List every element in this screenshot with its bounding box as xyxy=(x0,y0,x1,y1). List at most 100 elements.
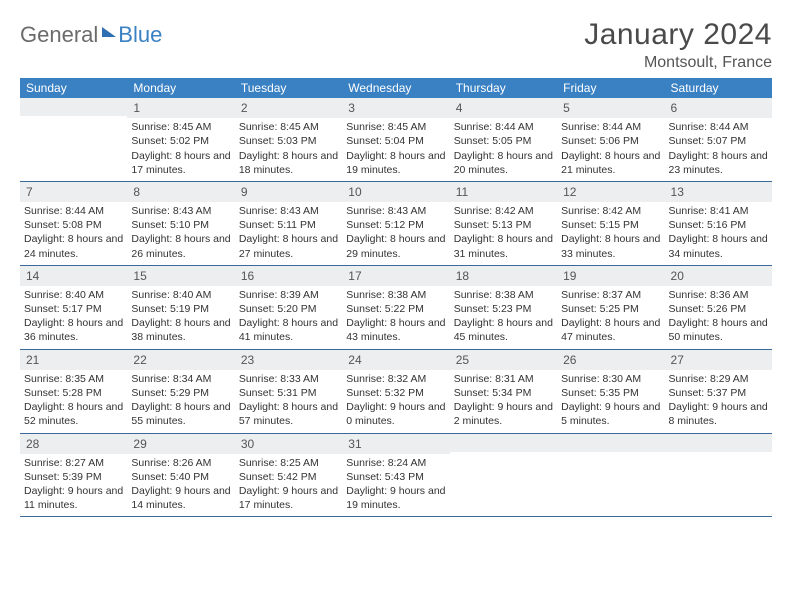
day-detail-line: Daylight: 9 hours and 19 minutes. xyxy=(346,484,445,512)
day-detail-line: Sunrise: 8:26 AM xyxy=(131,456,230,470)
day-detail-line: Sunset: 5:39 PM xyxy=(24,470,123,484)
day-detail-line: Sunset: 5:16 PM xyxy=(669,218,768,232)
location: Montsoult, France xyxy=(584,54,772,72)
day-detail-line: Sunrise: 8:39 AM xyxy=(239,288,338,302)
day-number: 22 xyxy=(127,350,234,370)
day-cell: 20Sunrise: 8:36 AMSunset: 5:26 PMDayligh… xyxy=(665,266,772,349)
day-number: 21 xyxy=(20,350,127,370)
day-detail-line: Sunset: 5:13 PM xyxy=(454,218,553,232)
day-detail-line: Sunset: 5:43 PM xyxy=(346,470,445,484)
day-detail-line: Sunrise: 8:37 AM xyxy=(561,288,660,302)
dow-cell: Friday xyxy=(557,78,664,98)
day-detail-line: Sunrise: 8:35 AM xyxy=(24,372,123,386)
day-detail-line: Sunrise: 8:38 AM xyxy=(454,288,553,302)
day-detail-line: Daylight: 8 hours and 33 minutes. xyxy=(561,232,660,260)
day-number: 23 xyxy=(235,350,342,370)
day-detail-line: Sunset: 5:32 PM xyxy=(346,386,445,400)
day-number: 2 xyxy=(235,98,342,118)
day-cell: 4Sunrise: 8:44 AMSunset: 5:05 PMDaylight… xyxy=(450,98,557,181)
day-detail-line: Sunset: 5:25 PM xyxy=(561,302,660,316)
logo-text-general: General xyxy=(20,22,98,48)
day-cell: 26Sunrise: 8:30 AMSunset: 5:35 PMDayligh… xyxy=(557,350,664,433)
day-detail-line: Sunset: 5:20 PM xyxy=(239,302,338,316)
day-detail-line: Sunset: 5:29 PM xyxy=(131,386,230,400)
day-detail-line: Sunset: 5:40 PM xyxy=(131,470,230,484)
day-detail-line: Sunrise: 8:40 AM xyxy=(24,288,123,302)
day-number: 4 xyxy=(450,98,557,118)
day-cell: 21Sunrise: 8:35 AMSunset: 5:28 PMDayligh… xyxy=(20,350,127,433)
day-cell: 30Sunrise: 8:25 AMSunset: 5:42 PMDayligh… xyxy=(235,434,342,517)
day-detail-line: Daylight: 8 hours and 23 minutes. xyxy=(669,149,768,177)
day-detail-line: Daylight: 8 hours and 47 minutes. xyxy=(561,316,660,344)
dow-row: SundayMondayTuesdayWednesdayThursdayFrid… xyxy=(20,78,772,98)
week-row: 14Sunrise: 8:40 AMSunset: 5:17 PMDayligh… xyxy=(20,266,772,350)
day-cell xyxy=(20,98,127,181)
day-number xyxy=(557,434,664,452)
day-detail-line: Sunset: 5:15 PM xyxy=(561,218,660,232)
day-cell: 6Sunrise: 8:44 AMSunset: 5:07 PMDaylight… xyxy=(665,98,772,181)
day-number: 5 xyxy=(557,98,664,118)
dow-cell: Monday xyxy=(127,78,234,98)
day-cell: 14Sunrise: 8:40 AMSunset: 5:17 PMDayligh… xyxy=(20,266,127,349)
day-detail-line: Sunset: 5:04 PM xyxy=(346,134,445,148)
day-detail-line: Sunset: 5:12 PM xyxy=(346,218,445,232)
day-cell: 27Sunrise: 8:29 AMSunset: 5:37 PMDayligh… xyxy=(665,350,772,433)
day-cell: 9Sunrise: 8:43 AMSunset: 5:11 PMDaylight… xyxy=(235,182,342,265)
day-cell: 5Sunrise: 8:44 AMSunset: 5:06 PMDaylight… xyxy=(557,98,664,181)
week-row: 7Sunrise: 8:44 AMSunset: 5:08 PMDaylight… xyxy=(20,182,772,266)
dow-cell: Wednesday xyxy=(342,78,449,98)
day-number: 17 xyxy=(342,266,449,286)
day-detail-line: Sunset: 5:34 PM xyxy=(454,386,553,400)
day-number: 6 xyxy=(665,98,772,118)
day-number xyxy=(20,98,127,116)
day-cell: 15Sunrise: 8:40 AMSunset: 5:19 PMDayligh… xyxy=(127,266,234,349)
day-number: 3 xyxy=(342,98,449,118)
day-detail-line: Sunrise: 8:30 AM xyxy=(561,372,660,386)
day-cell: 25Sunrise: 8:31 AMSunset: 5:34 PMDayligh… xyxy=(450,350,557,433)
day-detail-line: Sunset: 5:07 PM xyxy=(669,134,768,148)
day-detail-line: Daylight: 8 hours and 19 minutes. xyxy=(346,149,445,177)
day-cell xyxy=(557,434,664,517)
day-detail-line: Daylight: 8 hours and 24 minutes. xyxy=(24,232,123,260)
day-number: 31 xyxy=(342,434,449,454)
day-detail-line: Sunrise: 8:33 AM xyxy=(239,372,338,386)
day-number: 16 xyxy=(235,266,342,286)
day-detail-line: Sunrise: 8:43 AM xyxy=(131,204,230,218)
day-number: 10 xyxy=(342,182,449,202)
title-block: January 2024 Montsoult, France xyxy=(584,18,772,72)
day-cell: 23Sunrise: 8:33 AMSunset: 5:31 PMDayligh… xyxy=(235,350,342,433)
day-detail-line: Daylight: 9 hours and 8 minutes. xyxy=(669,400,768,428)
day-detail-line: Daylight: 8 hours and 41 minutes. xyxy=(239,316,338,344)
day-number: 20 xyxy=(665,266,772,286)
day-number: 28 xyxy=(20,434,127,454)
day-number: 19 xyxy=(557,266,664,286)
day-detail-line: Sunrise: 8:32 AM xyxy=(346,372,445,386)
day-detail-line: Sunrise: 8:38 AM xyxy=(346,288,445,302)
logo-text-blue: Blue xyxy=(118,22,162,48)
dow-cell: Tuesday xyxy=(235,78,342,98)
day-cell xyxy=(450,434,557,517)
day-detail-line: Sunrise: 8:45 AM xyxy=(131,120,230,134)
day-number: 15 xyxy=(127,266,234,286)
day-detail-line: Daylight: 8 hours and 34 minutes. xyxy=(669,232,768,260)
day-cell: 1Sunrise: 8:45 AMSunset: 5:02 PMDaylight… xyxy=(127,98,234,181)
day-detail-line: Daylight: 8 hours and 45 minutes. xyxy=(454,316,553,344)
day-number: 11 xyxy=(450,182,557,202)
day-detail-line: Sunrise: 8:44 AM xyxy=(24,204,123,218)
day-detail-line: Daylight: 8 hours and 43 minutes. xyxy=(346,316,445,344)
day-detail-line: Sunset: 5:05 PM xyxy=(454,134,553,148)
day-detail-line: Daylight: 8 hours and 18 minutes. xyxy=(239,149,338,177)
day-number: 24 xyxy=(342,350,449,370)
day-detail-line: Sunrise: 8:34 AM xyxy=(131,372,230,386)
day-detail-line: Sunset: 5:11 PM xyxy=(239,218,338,232)
logo-triangle-icon xyxy=(102,27,116,37)
day-cell: 13Sunrise: 8:41 AMSunset: 5:16 PMDayligh… xyxy=(665,182,772,265)
day-detail-line: Sunrise: 8:40 AM xyxy=(131,288,230,302)
day-number xyxy=(450,434,557,452)
day-detail-line: Daylight: 9 hours and 2 minutes. xyxy=(454,400,553,428)
day-detail-line: Sunrise: 8:44 AM xyxy=(454,120,553,134)
day-cell: 22Sunrise: 8:34 AMSunset: 5:29 PMDayligh… xyxy=(127,350,234,433)
day-cell: 3Sunrise: 8:45 AMSunset: 5:04 PMDaylight… xyxy=(342,98,449,181)
day-cell: 7Sunrise: 8:44 AMSunset: 5:08 PMDaylight… xyxy=(20,182,127,265)
day-detail-line: Sunset: 5:19 PM xyxy=(131,302,230,316)
